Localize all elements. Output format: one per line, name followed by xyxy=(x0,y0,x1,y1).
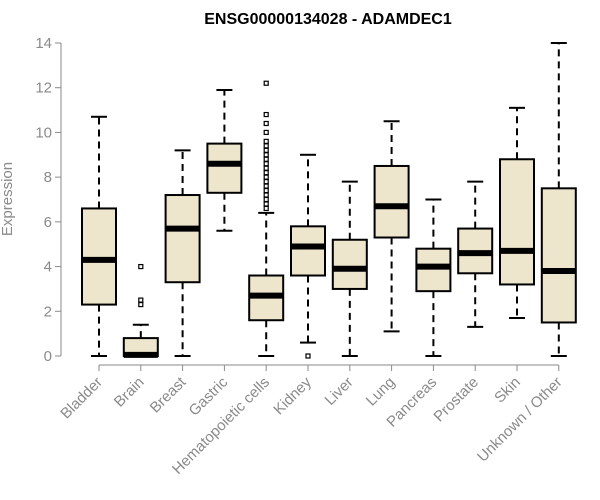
y-axis: 0 2 4 6 8 10 12 14 xyxy=(35,35,62,365)
y-tick-label: 12 xyxy=(35,80,52,97)
x-tick-label: Skin xyxy=(491,374,524,407)
outlier-point xyxy=(263,138,269,144)
box-group xyxy=(499,106,535,319)
outlier-point xyxy=(138,297,144,303)
box xyxy=(164,194,201,284)
outlier-point xyxy=(263,205,269,212)
box xyxy=(290,225,326,277)
outlier-point xyxy=(263,161,269,167)
outlier-point xyxy=(263,80,269,86)
x-tick-label: Breast xyxy=(147,373,190,416)
outlier-point xyxy=(263,120,269,127)
x-tick-label: Brain xyxy=(111,374,148,411)
box-group xyxy=(457,180,494,328)
x-tick-label: Lung xyxy=(363,374,399,410)
y-tick-label: 2 xyxy=(44,303,52,320)
chart-title: ENSG00000134028 - ADAMDEC1 xyxy=(204,11,452,28)
box-group xyxy=(81,115,117,357)
y-tick-label: 6 xyxy=(44,214,52,231)
box xyxy=(415,247,452,293)
outlier-point xyxy=(263,165,269,171)
y-tick-label: 10 xyxy=(35,124,52,141)
box-group xyxy=(206,88,243,232)
box-group xyxy=(122,263,159,358)
box-group xyxy=(164,149,201,357)
outlier-point xyxy=(305,353,311,359)
outlier-point xyxy=(138,263,144,270)
outlier-point xyxy=(263,192,269,198)
outlier-point xyxy=(263,170,269,176)
y-axis-label: Expression xyxy=(0,162,16,236)
x-tick-label: Bladder xyxy=(57,374,106,423)
y-tick-label: 14 xyxy=(35,35,52,52)
box xyxy=(206,142,243,194)
x-tick-label: Liver xyxy=(322,374,357,409)
boxplots xyxy=(81,42,577,359)
y-tick-label: 4 xyxy=(44,259,52,276)
box-group xyxy=(248,80,285,357)
y-tick-label: 8 xyxy=(44,169,52,186)
box-group xyxy=(415,198,452,357)
outlier-point xyxy=(263,129,269,136)
outlier-point xyxy=(138,301,144,308)
box-group xyxy=(331,180,368,357)
outlier-point xyxy=(263,187,269,194)
outlier-point xyxy=(263,179,269,185)
outlier-point xyxy=(263,152,269,158)
outlier-point xyxy=(263,201,269,207)
x-tick-label: Prostate xyxy=(430,374,482,426)
box xyxy=(331,238,368,290)
x-tick-label: Kidney xyxy=(270,373,315,418)
outlier-point xyxy=(263,156,269,162)
outlier-point xyxy=(263,143,269,149)
outlier-point xyxy=(263,196,269,203)
box xyxy=(499,158,535,286)
outlier-point xyxy=(263,147,269,153)
box xyxy=(373,164,410,239)
y-tick-label: 0 xyxy=(44,348,52,365)
outlier-point xyxy=(263,174,269,180)
box xyxy=(81,207,117,306)
box xyxy=(540,187,577,324)
box-group xyxy=(373,120,410,333)
outlier-point xyxy=(263,183,269,189)
box-group xyxy=(540,42,577,357)
outlier-point xyxy=(263,111,269,118)
box-group xyxy=(290,153,326,359)
